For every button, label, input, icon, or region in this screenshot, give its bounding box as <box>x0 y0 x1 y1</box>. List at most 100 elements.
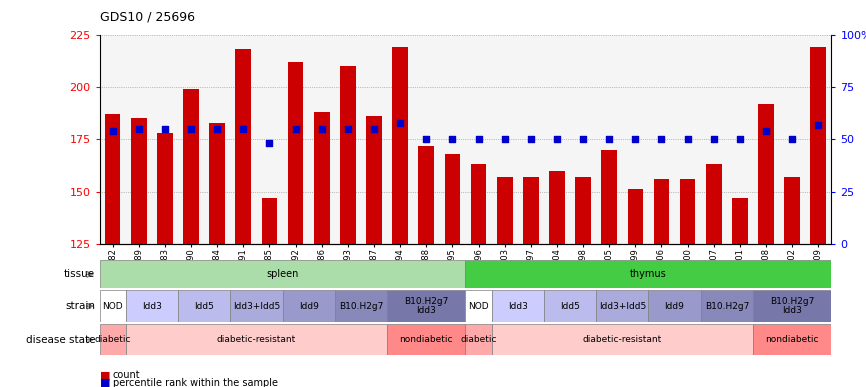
Point <box>184 126 198 132</box>
Point <box>550 136 564 142</box>
Point <box>288 126 302 132</box>
Bar <box>366 116 382 244</box>
Text: diabetic-resistant: diabetic-resistant <box>583 335 662 344</box>
Bar <box>492 290 544 322</box>
Point <box>811 122 825 128</box>
Bar <box>335 290 387 322</box>
Point <box>681 136 695 142</box>
Bar <box>236 50 251 244</box>
Point <box>576 136 590 142</box>
Bar <box>701 290 753 322</box>
Bar <box>575 177 591 244</box>
Bar <box>387 324 465 355</box>
Text: Idd3: Idd3 <box>142 301 162 311</box>
Text: Idd9: Idd9 <box>299 301 319 311</box>
Text: NOD: NOD <box>469 301 488 311</box>
Text: ■: ■ <box>100 378 110 387</box>
Bar <box>753 324 831 355</box>
Bar <box>465 260 831 288</box>
Text: disease state: disease state <box>26 335 95 345</box>
Bar <box>758 104 774 244</box>
Text: B10.H2g7: B10.H2g7 <box>339 301 383 311</box>
Point <box>602 136 616 142</box>
Bar <box>649 290 701 322</box>
Point <box>158 126 171 132</box>
Point <box>472 136 486 142</box>
Point <box>262 140 276 147</box>
Point <box>759 128 773 134</box>
Bar <box>465 290 492 322</box>
Bar <box>753 290 831 322</box>
Text: Idd5: Idd5 <box>560 301 580 311</box>
Text: Idd9: Idd9 <box>664 301 684 311</box>
Bar <box>157 133 172 244</box>
Bar <box>100 290 126 322</box>
Point <box>707 136 721 142</box>
Bar <box>392 47 408 244</box>
Text: B10.H2g7
Idd3: B10.H2g7 Idd3 <box>770 297 814 315</box>
Text: B10.H2g7
Idd3: B10.H2g7 Idd3 <box>404 297 449 315</box>
Bar <box>601 150 617 244</box>
Text: percentile rank within the sample: percentile rank within the sample <box>113 378 278 387</box>
Bar <box>105 114 120 244</box>
Text: strain: strain <box>65 301 95 311</box>
Point <box>655 136 669 142</box>
Bar <box>732 198 747 244</box>
Text: spleen: spleen <box>267 269 299 279</box>
Text: GDS10 / 25696: GDS10 / 25696 <box>100 10 195 23</box>
Bar <box>126 324 387 355</box>
Bar <box>811 47 826 244</box>
Bar <box>471 164 487 244</box>
Bar <box>444 154 460 244</box>
Bar <box>596 290 649 322</box>
Text: diabetic: diabetic <box>461 335 497 344</box>
Text: count: count <box>113 370 140 380</box>
Point <box>419 136 433 142</box>
Text: Idd3+Idd5: Idd3+Idd5 <box>598 301 646 311</box>
Bar <box>465 324 492 355</box>
Bar <box>523 177 539 244</box>
Text: B10.H2g7: B10.H2g7 <box>705 301 749 311</box>
Point <box>210 126 224 132</box>
Point <box>733 136 746 142</box>
Text: ■: ■ <box>100 370 110 380</box>
Point <box>445 136 459 142</box>
Bar <box>313 112 330 244</box>
Bar <box>418 146 434 244</box>
Bar <box>100 260 465 288</box>
Bar <box>549 171 565 244</box>
Bar <box>288 62 303 244</box>
Point <box>341 126 355 132</box>
Point <box>106 128 120 134</box>
Bar <box>126 290 178 322</box>
Bar <box>706 164 721 244</box>
Bar <box>210 123 225 244</box>
Bar <box>184 89 199 244</box>
Point <box>367 126 381 132</box>
Point <box>524 136 538 142</box>
Bar <box>654 179 669 244</box>
Text: Idd3: Idd3 <box>507 301 527 311</box>
Point <box>785 136 799 142</box>
Point <box>498 136 512 142</box>
Bar <box>492 324 753 355</box>
Text: thymus: thymus <box>630 269 667 279</box>
Bar <box>497 177 513 244</box>
Text: Idd5: Idd5 <box>194 301 214 311</box>
Bar <box>544 290 596 322</box>
Bar <box>178 290 230 322</box>
Bar <box>131 118 146 244</box>
Text: NOD: NOD <box>102 301 123 311</box>
Bar <box>628 190 643 244</box>
Text: tissue: tissue <box>64 269 95 279</box>
Text: nondiabetic: nondiabetic <box>399 335 453 344</box>
Bar <box>100 324 126 355</box>
Bar <box>387 290 465 322</box>
Text: nondiabetic: nondiabetic <box>766 335 819 344</box>
Point <box>132 126 145 132</box>
Bar <box>282 290 335 322</box>
Point <box>393 120 407 126</box>
Bar <box>785 177 800 244</box>
Bar <box>262 198 277 244</box>
Bar <box>230 290 282 322</box>
